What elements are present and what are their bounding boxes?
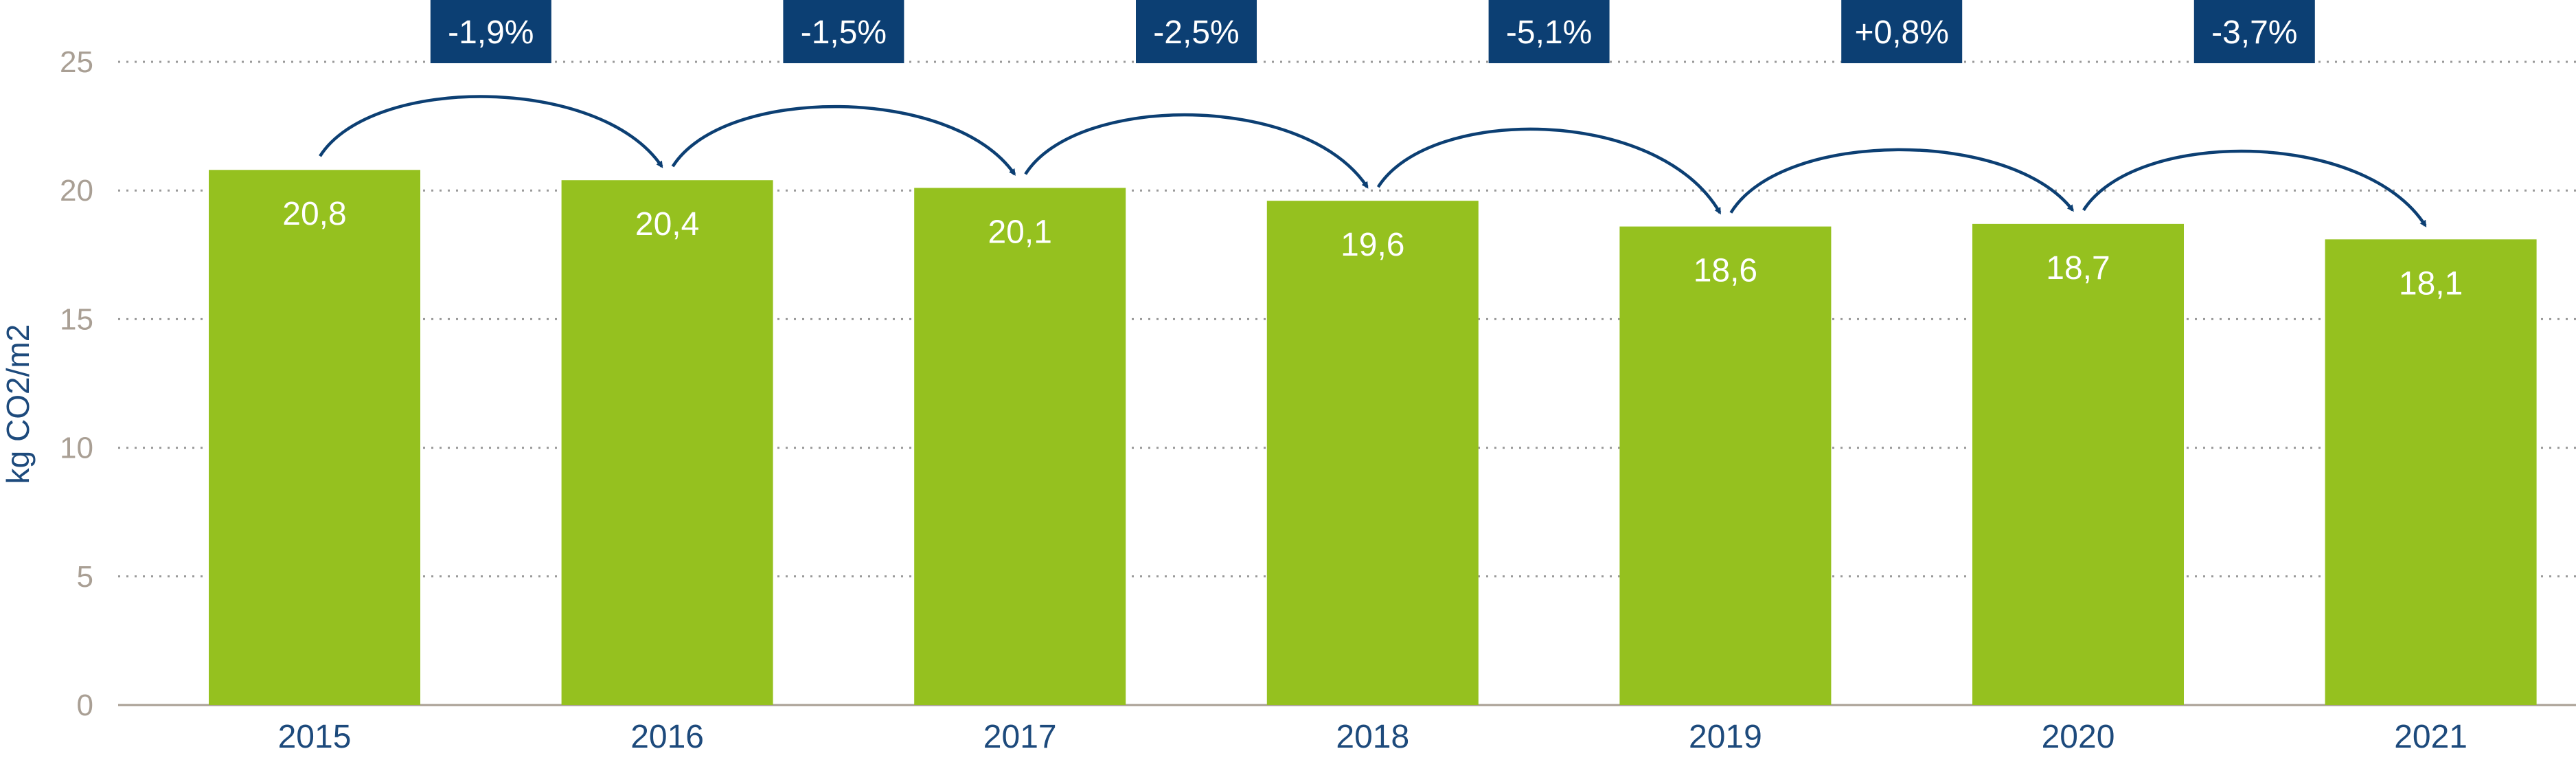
change-arrow [2082, 149, 2427, 227]
bar-value-label: 18,1 [2399, 265, 2463, 302]
x-tick-label: 2019 [1689, 719, 1762, 755]
change-label: -1,5% [801, 14, 887, 51]
change-label: -2,5% [1153, 14, 1239, 51]
change-badge [783, 0, 904, 63]
bar-value-label: 20,1 [988, 214, 1051, 250]
x-tick-label: 2020 [2042, 719, 2115, 755]
change-badge [1136, 0, 1257, 63]
x-tick-label: 2016 [630, 719, 704, 755]
change-label: -1,9% [448, 14, 534, 51]
y-tick-label: 25 [60, 45, 93, 79]
change-label: -3,7% [2211, 14, 2297, 51]
bar-value-label: 18,7 [2046, 250, 2110, 287]
change-arrow [319, 95, 663, 168]
x-tick-label: 2017 [983, 719, 1057, 755]
x-tick-label: 2015 [278, 719, 352, 755]
y-tick-label: 10 [60, 432, 93, 465]
bar-value-label: 19,6 [1341, 227, 1404, 263]
change-arrow [671, 104, 1016, 176]
bar [1619, 226, 1832, 706]
change-badge [1488, 0, 1610, 63]
bar [1266, 201, 1479, 705]
bar [1972, 223, 2184, 705]
change-badge [1841, 0, 1963, 63]
bar [561, 180, 773, 705]
bar-value-label: 20,4 [635, 206, 699, 243]
bar [914, 188, 1126, 705]
change-arrow [1729, 148, 2074, 214]
y-tick-label: 15 [60, 302, 93, 336]
y-tick-label: 5 [77, 560, 93, 594]
change-label: -5,1% [1506, 14, 1592, 51]
change-arrow [1376, 127, 1722, 215]
change-arrow [1024, 113, 1369, 189]
y-tick-label: 20 [60, 174, 93, 208]
change-label: +0,8% [1854, 14, 1948, 51]
y-tick-label: 0 [77, 689, 93, 722]
bar-value-label: 20,8 [282, 196, 346, 232]
bar [209, 170, 420, 706]
x-tick-label: 2021 [2394, 719, 2467, 755]
bar [2325, 239, 2537, 705]
bar-value-label: 18,6 [1694, 253, 1757, 289]
y-axis-label: kg CO2/m2 [0, 324, 36, 484]
change-badge [2193, 0, 2315, 63]
change-badge [430, 0, 551, 63]
x-tick-label: 2018 [1336, 719, 1409, 755]
